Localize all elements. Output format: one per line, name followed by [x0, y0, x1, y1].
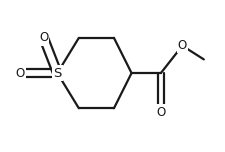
- Text: O: O: [39, 31, 48, 44]
- Text: S: S: [53, 67, 61, 79]
- Text: O: O: [155, 106, 165, 119]
- Text: O: O: [16, 67, 25, 79]
- Text: O: O: [177, 39, 186, 52]
